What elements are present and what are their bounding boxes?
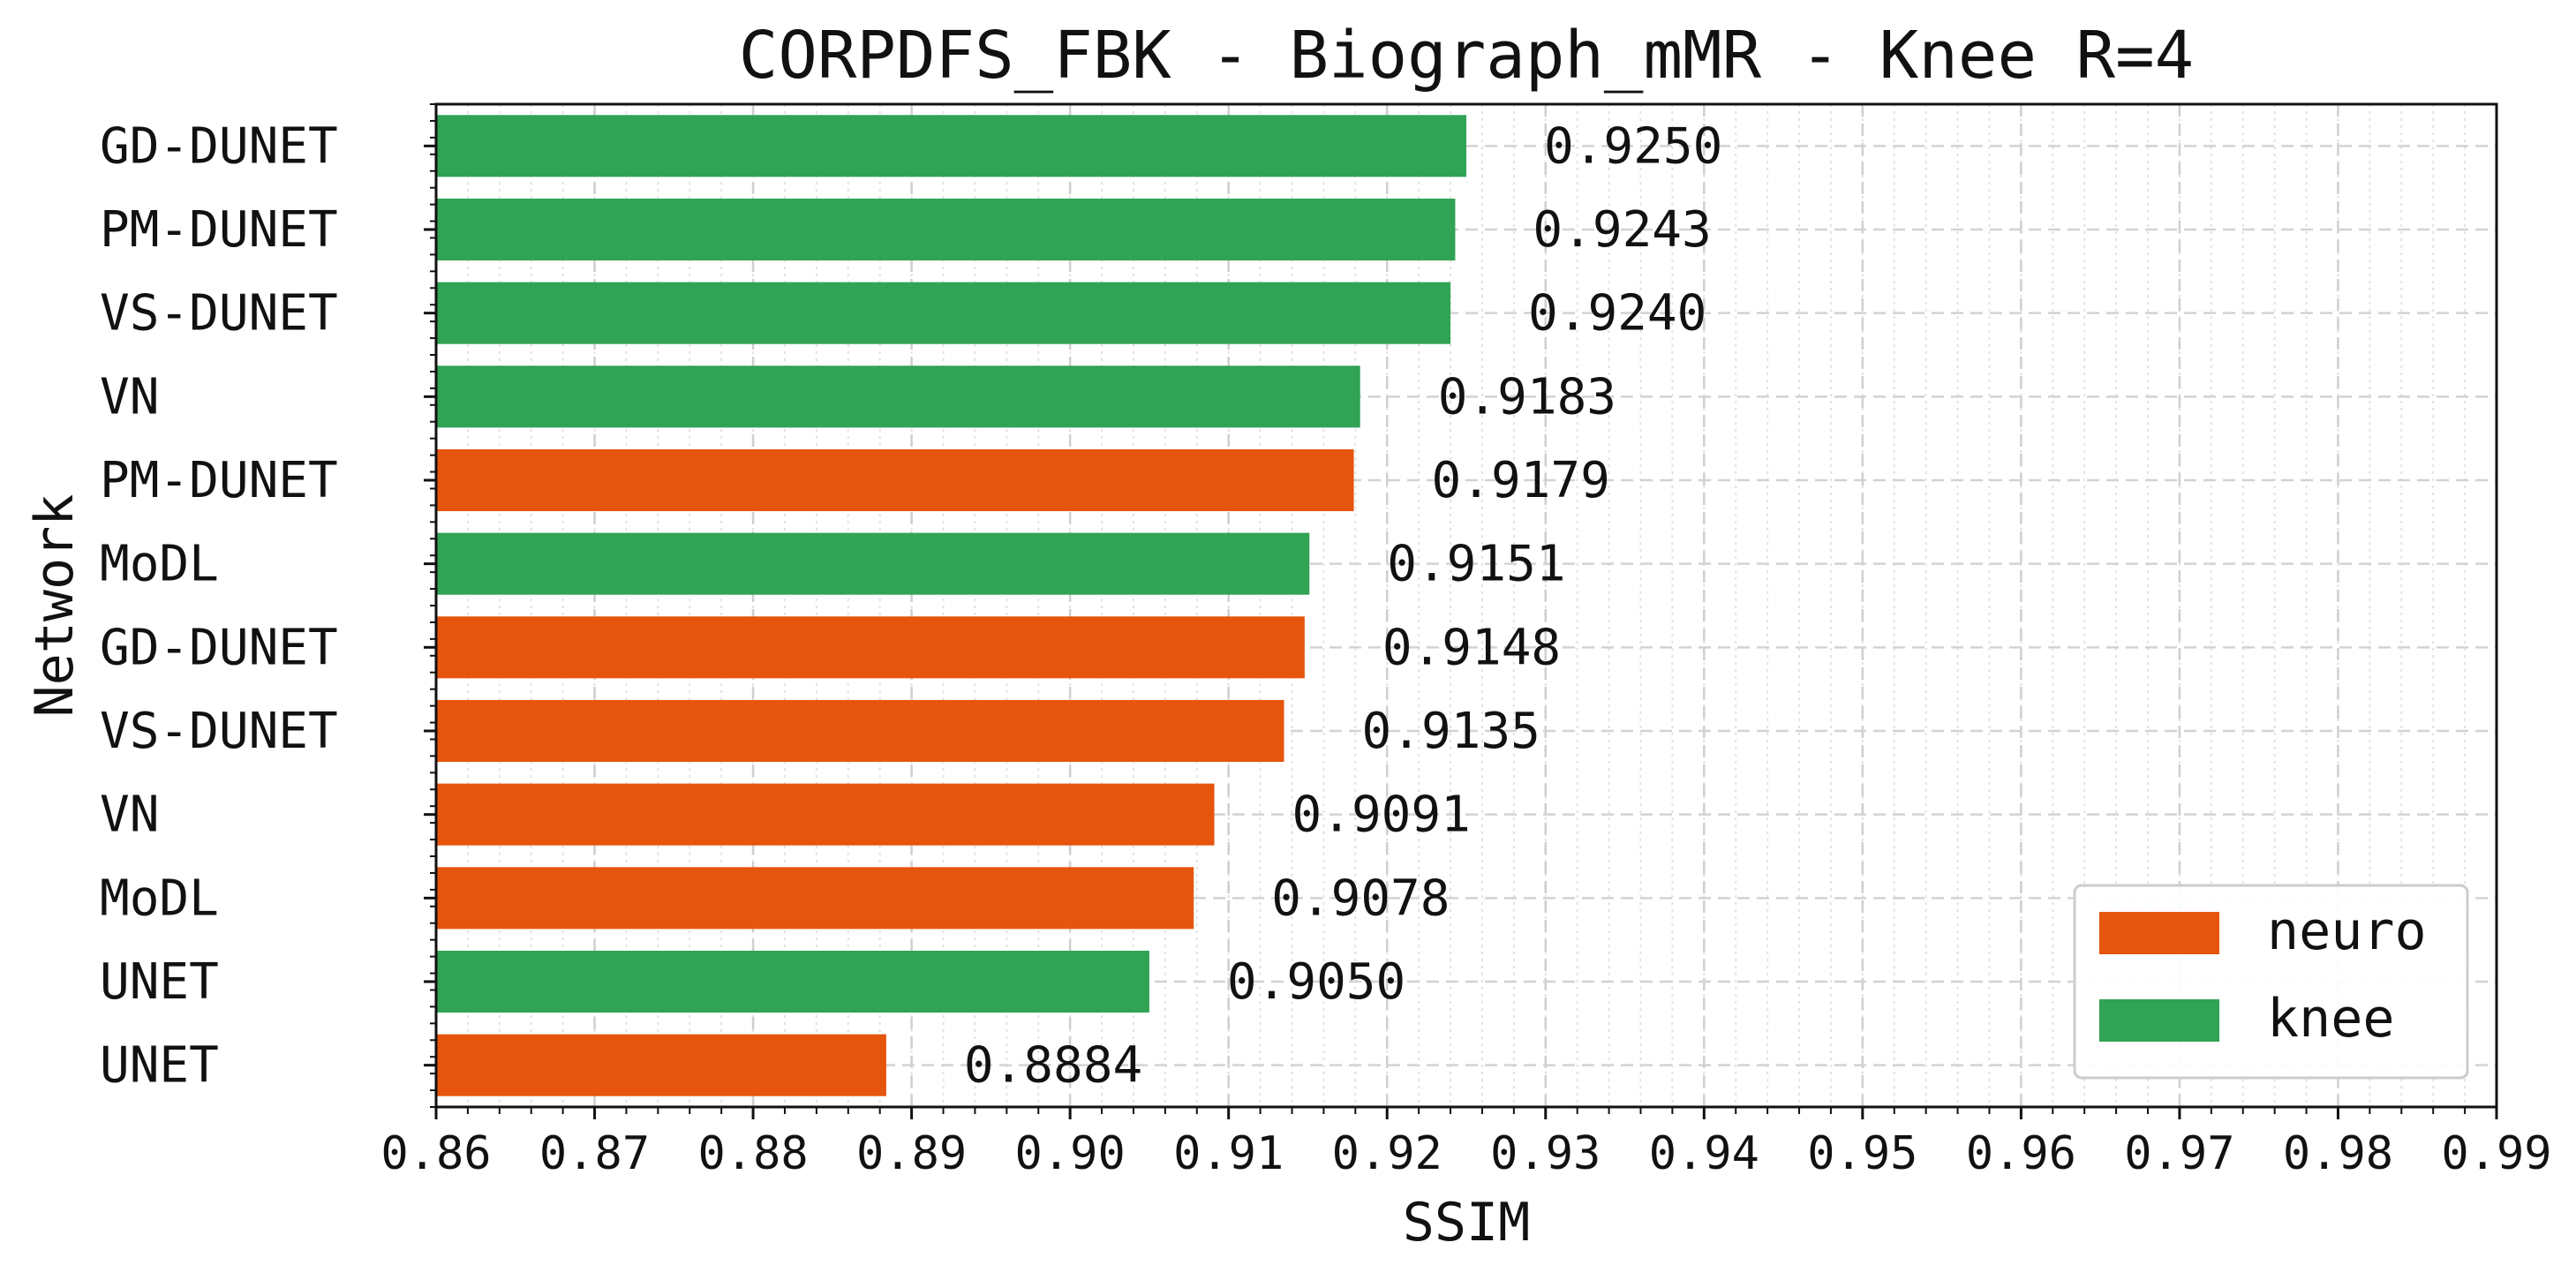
value-label: 0.9250 [1544, 117, 1722, 175]
category-label: PM-DUNET [100, 201, 338, 259]
bar-knee [436, 532, 1310, 595]
bar-neuro [436, 699, 1284, 763]
x-tick-label: 0.96 [1966, 1127, 2076, 1180]
bar-neuro [436, 783, 1215, 846]
value-label: 0.9151 [1387, 536, 1565, 593]
x-tick-label: 0.88 [697, 1127, 808, 1180]
x-tick-label: 0.95 [1807, 1127, 1917, 1180]
bar-neuro [436, 867, 1194, 930]
x-tick-label: 0.98 [2283, 1127, 2393, 1180]
legend-swatch-neuro [2099, 912, 2219, 954]
bar-knee [436, 365, 1360, 428]
x-tick-label: 0.86 [380, 1127, 491, 1180]
bar-neuro [436, 448, 1354, 512]
value-label: 0.9091 [1292, 787, 1471, 844]
value-label: 0.9240 [1528, 285, 1706, 343]
x-tick-label: 0.89 [856, 1127, 967, 1180]
value-label: 0.9243 [1533, 201, 1711, 259]
category-label: VS-DUNET [100, 285, 338, 343]
legend-swatch-knee [2099, 999, 2219, 1042]
bar-knee [436, 115, 1466, 177]
x-tick-label: 0.99 [2441, 1127, 2551, 1180]
value-label: 0.9135 [1362, 703, 1540, 760]
value-label: 0.9050 [1227, 953, 1405, 1011]
x-tick-label: 0.87 [539, 1127, 650, 1180]
category-label: PM-DUNET [100, 452, 338, 509]
y-axis-label: Network [24, 494, 86, 718]
ticks: 0.86 0.87 0.88 0.89 0.90 0.91 0.92 0.93 0.94 0.95… [100, 103, 2552, 1180]
bars: 0.9250 0.9243 0.9240 0.9183 0.9179 0.9151 0.91… [436, 115, 1722, 1096]
category-label: MoDL [100, 870, 219, 927]
category-label: GD-DUNET [100, 619, 338, 676]
value-label: 0.9179 [1432, 452, 1610, 509]
category-label: GD-DUNET [100, 117, 338, 175]
x-tick-label: 0.91 [1173, 1127, 1284, 1180]
value-label: 0.9148 [1382, 619, 1561, 676]
category-label: VN [100, 368, 159, 425]
category-label: UNET [100, 953, 219, 1011]
bar-knee [436, 198, 1456, 261]
bar-knee [436, 950, 1149, 1013]
bar-knee [436, 282, 1451, 344]
value-label: 0.9183 [1438, 368, 1616, 425]
x-tick-label: 0.92 [1332, 1127, 1442, 1180]
legend: neuro knee [2073, 884, 2469, 1080]
category-label: MoDL [100, 536, 219, 593]
bar-neuro [436, 1034, 886, 1096]
x-tick-label: 0.93 [1490, 1127, 1601, 1180]
chart-title: CORPDFS_FBK - Biograph_mMR - Knee R=4 [739, 18, 2194, 94]
x-tick-label: 0.97 [2124, 1127, 2234, 1180]
x-axis-label: SSIM [1403, 1192, 1531, 1254]
legend-label-neuro: neuro [2267, 900, 2427, 962]
bar-neuro [436, 616, 1305, 679]
legend-label-knee: knee [2267, 988, 2395, 1050]
value-label: 0.9078 [1271, 870, 1450, 927]
category-label: VN [100, 787, 159, 844]
value-label: 0.8884 [964, 1037, 1142, 1095]
category-label: UNET [100, 1037, 219, 1095]
x-tick-label: 0.90 [1015, 1127, 1126, 1180]
category-label: VS-DUNET [100, 703, 338, 760]
x-tick-label: 0.94 [1649, 1127, 1759, 1180]
